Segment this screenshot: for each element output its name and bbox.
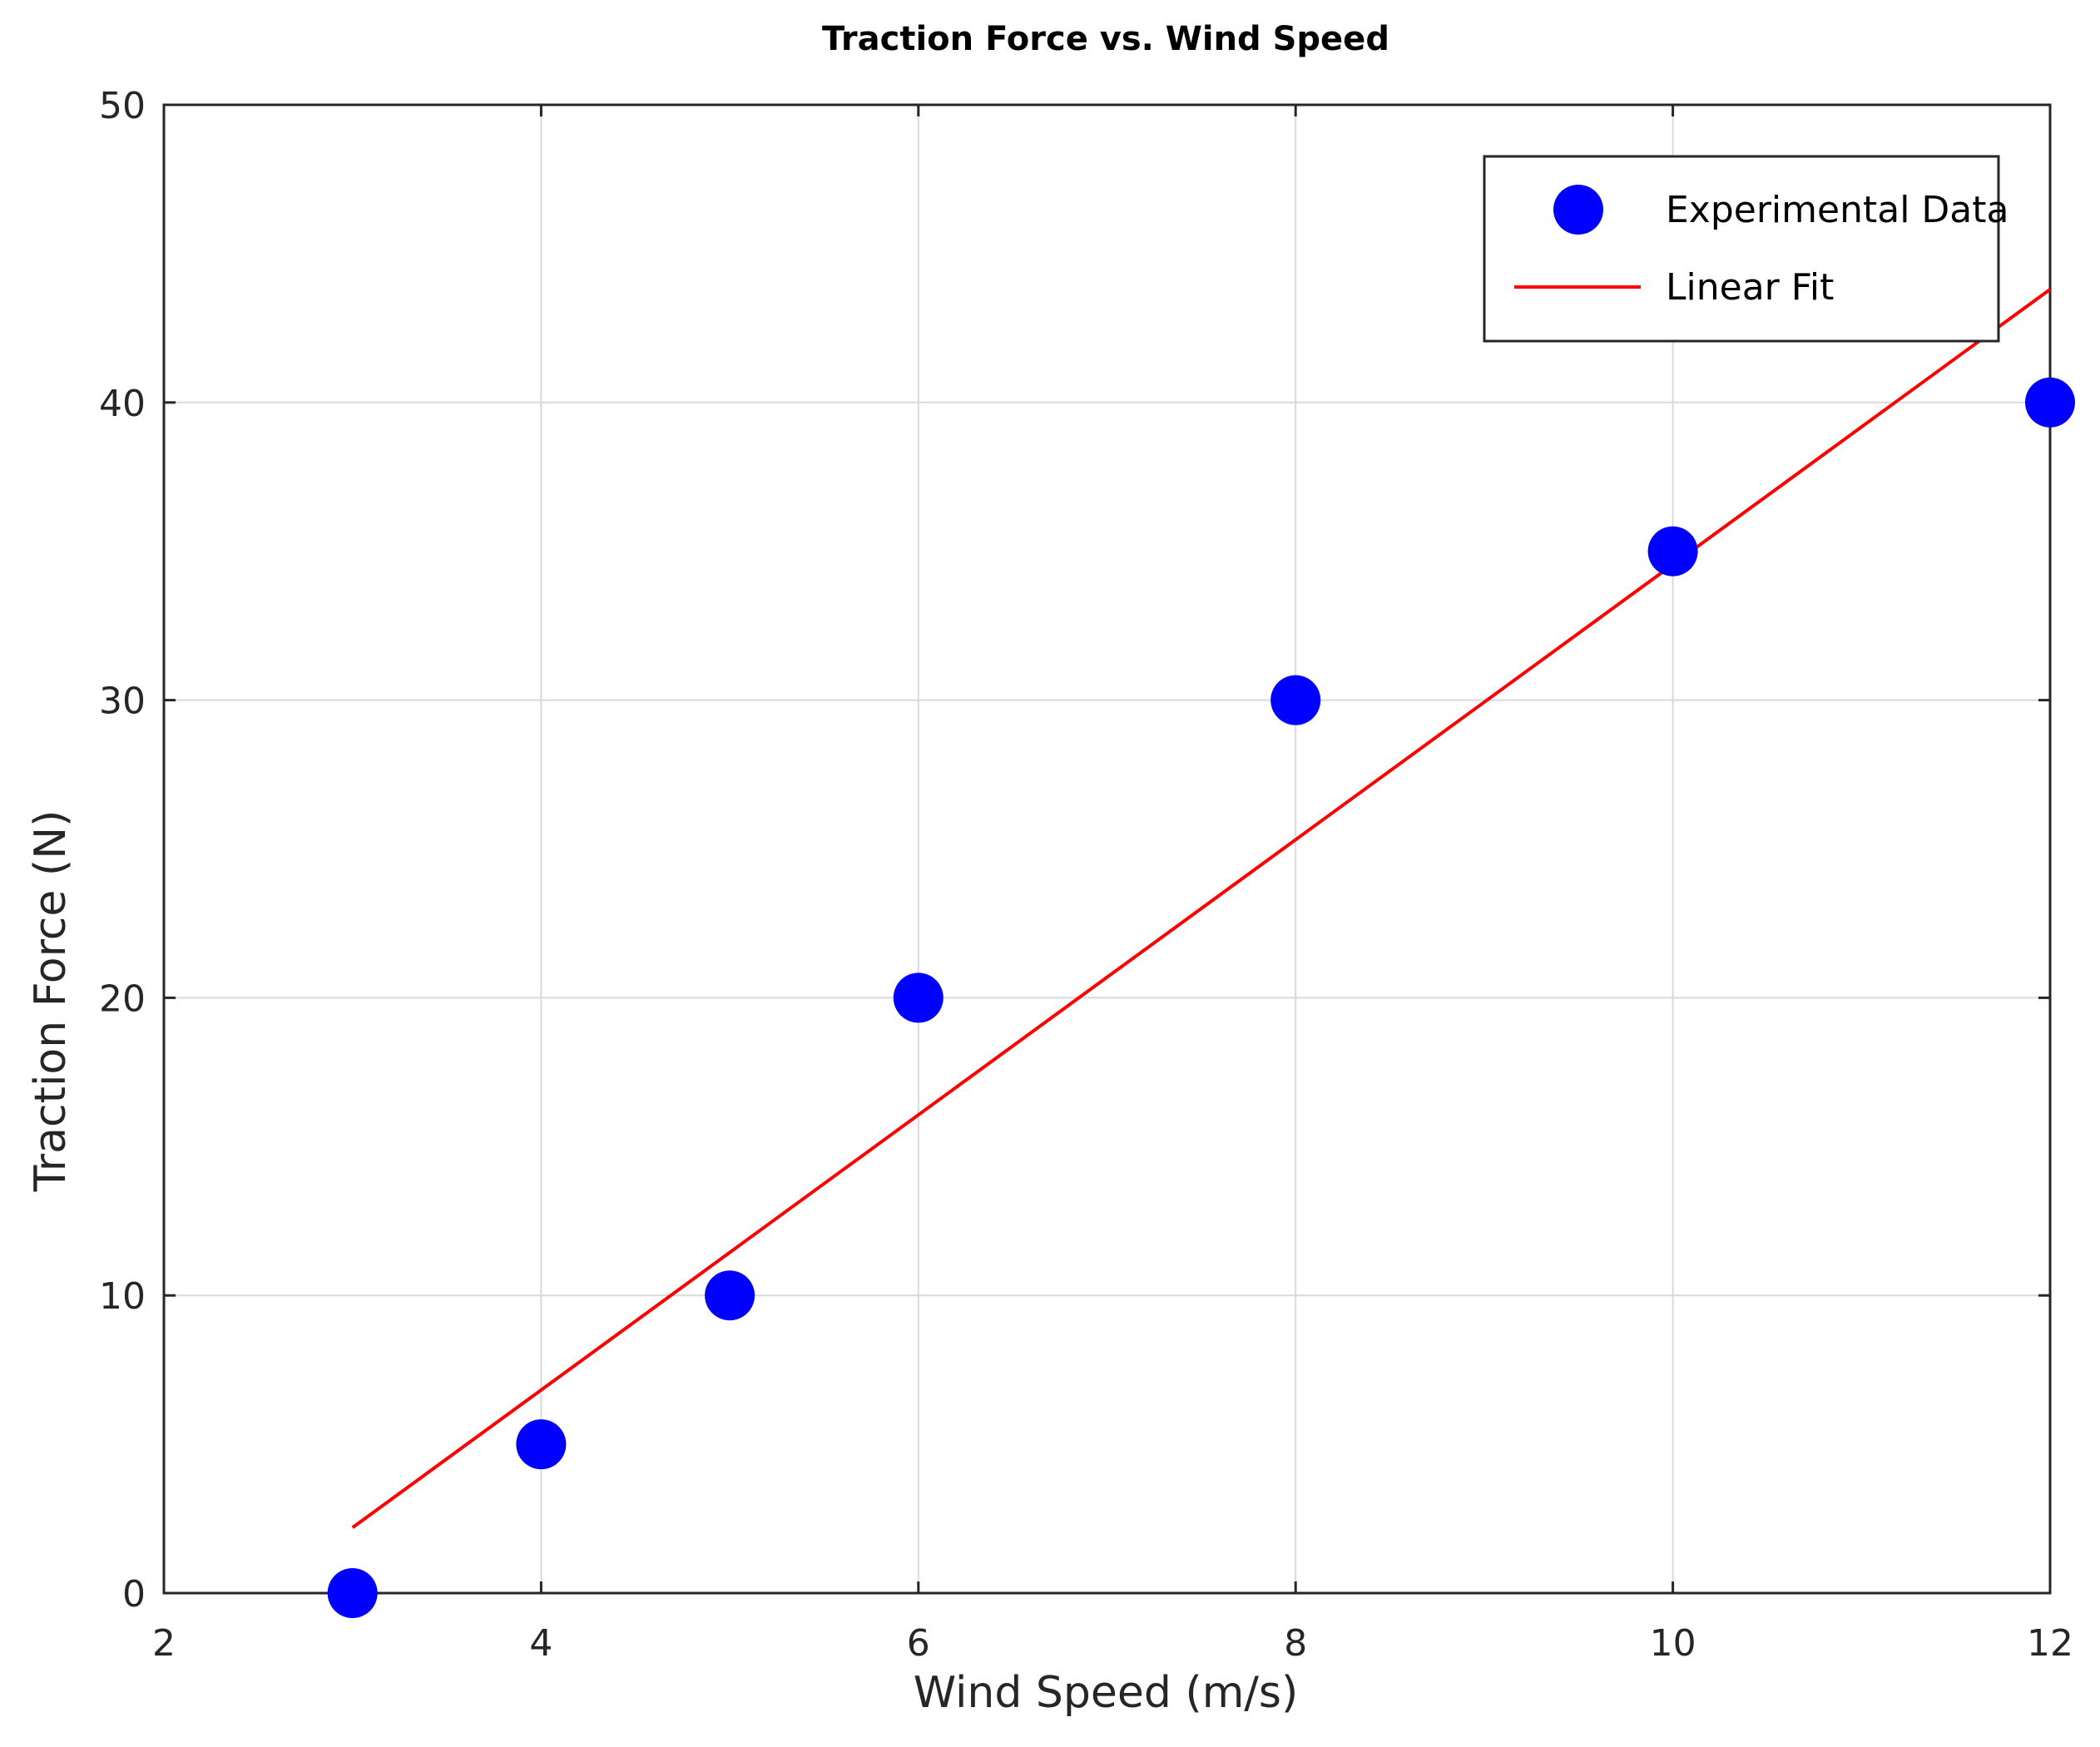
y-tick-label: 40 — [99, 383, 146, 425]
plot-frame — [162, 103, 2052, 1595]
data-point — [893, 972, 944, 1023]
tick-labels: 2 4 6 8 10 12 0 10 20 30 40 50 — [99, 85, 2073, 1665]
y-tick-label: 30 — [99, 680, 146, 723]
grid-lines — [164, 105, 2050, 1593]
x-tick-label: 4 — [529, 1622, 552, 1665]
data-point — [327, 1568, 378, 1618]
data-point — [1270, 675, 1321, 725]
data-series — [327, 288, 2075, 1618]
x-tick-label: 12 — [2027, 1622, 2073, 1665]
legend-label-linear-fit: Linear Fit — [1666, 266, 1834, 309]
legend: Experimental Data Linear Fit — [1483, 155, 2008, 343]
x-axis-label: Wind Speed (m/s) — [914, 1668, 1299, 1718]
legend-label-experimental-data: Experimental Data — [1666, 189, 2008, 231]
data-point — [705, 1270, 755, 1321]
linear-fit-line — [351, 288, 2052, 1529]
y-axis-label: Traction Force (N) — [26, 810, 76, 1193]
chart-title: Traction Force vs. Wind Speed — [822, 20, 1389, 58]
data-point — [516, 1419, 567, 1470]
axes — [162, 103, 2052, 1595]
x-tick-label: 10 — [1650, 1622, 1696, 1665]
data-point — [1647, 526, 1698, 577]
y-tick-label: 20 — [99, 977, 146, 1020]
legend-marker-experimental-data — [1553, 185, 1603, 235]
legend-box — [1483, 155, 2000, 343]
y-tick-label: 0 — [122, 1573, 146, 1616]
y-tick-label: 10 — [99, 1275, 146, 1318]
x-tick-label: 8 — [1284, 1622, 1307, 1665]
x-tick-label: 6 — [907, 1622, 930, 1665]
x-tick-label: 2 — [152, 1622, 176, 1665]
y-tick-label: 50 — [99, 85, 146, 127]
data-point — [2025, 377, 2075, 428]
